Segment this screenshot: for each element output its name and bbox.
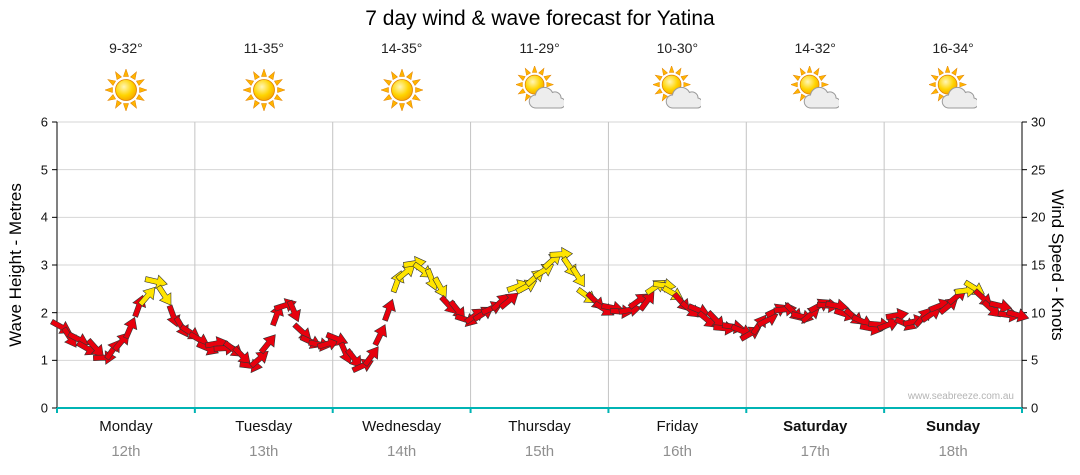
left-tick-label: 2 — [40, 305, 48, 321]
day-date-label: 12th — [111, 443, 141, 460]
right-tick-label: 5 — [1031, 352, 1039, 368]
wind-arrow — [249, 350, 269, 369]
wind-arrow — [638, 291, 655, 312]
left-tick-label: 3 — [40, 257, 48, 273]
day-name-label: Friday — [656, 418, 699, 435]
wind-arrow — [362, 346, 379, 367]
day-temp-range: 10-30° — [656, 40, 699, 56]
wind-arrow — [876, 317, 900, 332]
wind-arrow — [498, 292, 519, 310]
day-date-label: 15th — [524, 443, 555, 460]
left-tick-label: 4 — [40, 209, 48, 225]
partly-cloudy-icon — [652, 65, 704, 114]
day-temp-range: 11-29° — [519, 40, 560, 56]
day-name-label: Tuesday — [235, 418, 293, 435]
day-date-label: 18th — [938, 443, 968, 460]
right-axis-label: Wind Speed - Knots — [1048, 189, 1067, 341]
left-tick-label: 0 — [40, 400, 48, 416]
watermark: www.seabreeze.com.au — [907, 391, 1014, 402]
left-axis-label: Wave Height - Metres — [6, 183, 25, 347]
wind-arrow — [1006, 308, 1030, 323]
partly-cloudy-icon — [514, 65, 566, 114]
wind-arrow — [988, 298, 1013, 314]
partly-cloudy-icon — [928, 65, 979, 114]
day-date-label: 14th — [387, 443, 417, 460]
sun-shape — [242, 68, 286, 112]
right-tick-label: 25 — [1031, 162, 1046, 178]
wind-arrow — [885, 307, 909, 323]
day-temp-range: 9-32° — [109, 40, 143, 56]
day-name-label: Sunday — [925, 418, 981, 435]
right-tick-label: 10 — [1031, 305, 1046, 321]
left-tick-label: 1 — [40, 352, 48, 368]
wind-arrow — [395, 264, 416, 282]
day-date-label: 16th — [662, 443, 692, 460]
wind-arrow — [258, 334, 276, 355]
day-name-label: Monday — [99, 418, 153, 435]
wind-arrow — [432, 276, 448, 299]
right-tick-label: 15 — [1031, 257, 1046, 273]
wind-arrow — [532, 264, 555, 280]
day-date-label: 17th — [800, 443, 830, 460]
day-name-label: Thursday — [508, 418, 571, 435]
wind-arrow — [825, 298, 849, 314]
day-temp-range: 16-34° — [932, 40, 974, 56]
wind-arrow — [123, 316, 138, 340]
sun-shape — [379, 68, 424, 112]
right-tick-label: 20 — [1031, 209, 1046, 225]
right-tick-label: 30 — [1031, 114, 1046, 130]
wind-arrow — [372, 324, 388, 347]
right-tick-label: 0 — [1031, 400, 1039, 416]
sunny-icon — [102, 66, 150, 114]
day-temp-range: 11-35° — [243, 40, 284, 56]
day-date-label: 13th — [249, 443, 279, 460]
wind-arrow — [137, 286, 156, 307]
chart-title: 7 day wind & wave forecast for Yatina — [365, 7, 715, 30]
day-name-label: Saturday — [783, 418, 848, 435]
wind-arrow — [156, 284, 172, 306]
day-name-label: Wednesday — [362, 418, 442, 435]
left-tick-label: 5 — [40, 162, 48, 178]
wind-arrow — [569, 265, 585, 288]
wind-arrow — [345, 348, 362, 369]
sunny-icon — [378, 66, 426, 114]
partly-cloudy-icon — [790, 65, 842, 114]
wind-arrow — [382, 298, 396, 322]
left-tick-label: 6 — [40, 114, 48, 130]
day-temp-range: 14-35° — [380, 40, 423, 56]
sun-shape — [104, 68, 148, 112]
sunny-icon — [240, 66, 288, 114]
day-temp-range: 14-32° — [794, 40, 836, 56]
wind-arrow — [286, 299, 301, 323]
